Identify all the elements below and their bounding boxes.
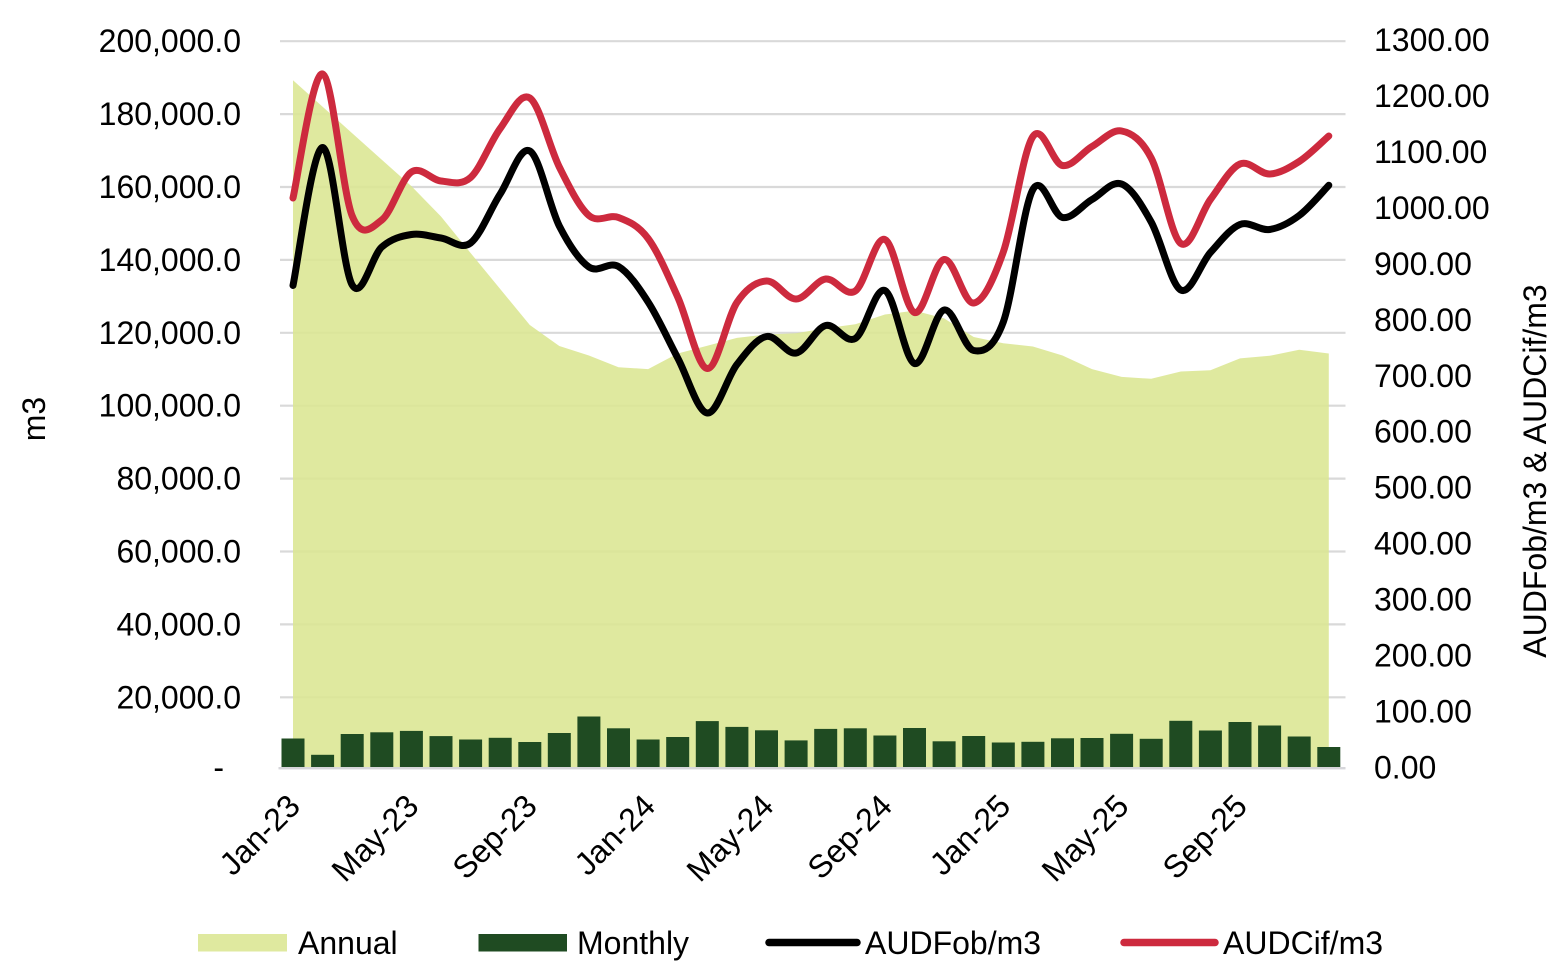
svg-text:800.00: 800.00: [1374, 302, 1472, 338]
svg-text:Annual: Annual: [298, 925, 398, 961]
svg-text:AUDFob/m3 & AUDCif/m3: AUDFob/m3 & AUDCif/m3: [1517, 284, 1553, 657]
svg-text:400.00: 400.00: [1374, 526, 1472, 562]
svg-text:1200.00: 1200.00: [1374, 78, 1490, 114]
svg-text:Monthly: Monthly: [577, 925, 689, 961]
svg-text:200.00: 200.00: [1374, 638, 1472, 674]
svg-text:180,000.0: 180,000.0: [99, 96, 241, 132]
svg-text:m3: m3: [16, 397, 52, 441]
svg-text:500.00: 500.00: [1374, 470, 1472, 506]
svg-text:140,000.0: 140,000.0: [99, 242, 241, 278]
svg-text:AUDFob/m3: AUDFob/m3: [865, 925, 1041, 961]
svg-text:100,000.0: 100,000.0: [99, 388, 241, 424]
svg-text:160,000.0: 160,000.0: [99, 169, 241, 205]
svg-text:900.00: 900.00: [1374, 246, 1472, 282]
svg-text:120,000.0: 120,000.0: [99, 315, 241, 351]
svg-text:200,000.0: 200,000.0: [99, 23, 241, 59]
svg-text:80,000.0: 80,000.0: [116, 461, 241, 497]
svg-text:100.00: 100.00: [1374, 694, 1472, 730]
svg-text:20,000.0: 20,000.0: [116, 679, 241, 715]
svg-text:0.00: 0.00: [1374, 750, 1436, 786]
svg-text:1100.00: 1100.00: [1374, 134, 1487, 170]
svg-text:AUDCif/m3: AUDCif/m3: [1223, 925, 1383, 961]
svg-text:600.00: 600.00: [1374, 414, 1472, 450]
svg-text:60,000.0: 60,000.0: [116, 534, 241, 570]
svg-text:40,000.0: 40,000.0: [116, 606, 241, 642]
svg-text:1000.00: 1000.00: [1374, 190, 1490, 226]
svg-text:-: -: [213, 750, 224, 786]
svg-text:300.00: 300.00: [1374, 582, 1472, 618]
svg-text:700.00: 700.00: [1374, 358, 1472, 394]
svg-text:1300.00: 1300.00: [1374, 22, 1490, 58]
